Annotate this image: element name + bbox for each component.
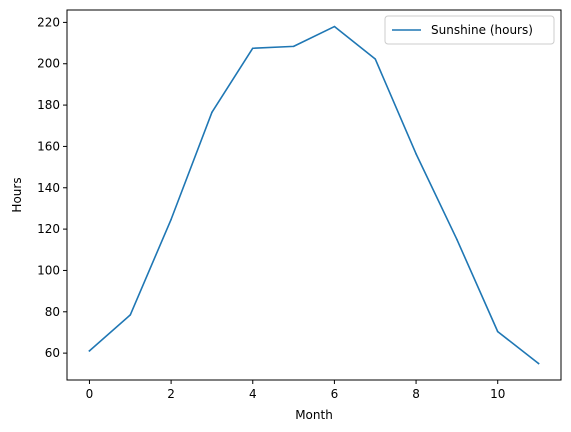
data-point — [211, 111, 213, 114]
data-point — [88, 350, 91, 352]
data-point — [170, 218, 172, 221]
data-point — [496, 330, 499, 333]
data-point — [456, 238, 458, 241]
data-point — [129, 314, 132, 316]
data-point — [537, 362, 540, 365]
data-point — [415, 153, 417, 155]
x-tick-label: 10 — [490, 387, 505, 401]
x-tick-label: 4 — [249, 387, 257, 401]
y-tick-label: 220 — [37, 15, 60, 29]
legend-label: Sunshine (hours) — [431, 23, 533, 37]
y-tick-label: 140 — [37, 181, 60, 195]
data-point — [374, 58, 377, 60]
x-axis-title: Month — [295, 408, 333, 422]
series-layer — [88, 25, 540, 365]
y-tick-label: 120 — [37, 222, 60, 236]
plot-frame — [66, 9, 562, 381]
y-axis-title: Hours — [10, 177, 24, 212]
y-tick-label: 200 — [37, 57, 60, 71]
x-tick-label: 2 — [167, 387, 175, 401]
data-point — [333, 25, 336, 28]
ticks-layer: 0 2 4 6 8 10 60 80 100 120 140 160 180 200 220 — [37, 15, 505, 401]
series-line-sunshine — [88, 25, 540, 365]
y-tick-label: 60 — [45, 346, 60, 360]
x-tick-label: 8 — [412, 387, 420, 401]
y-tick-label: 180 — [37, 98, 60, 112]
y-tick-label: 160 — [37, 139, 60, 153]
y-tick-label: 80 — [45, 305, 60, 319]
x-tick-label: 6 — [331, 387, 339, 401]
legend-box — [384, 15, 555, 45]
data-point — [251, 47, 254, 50]
y-tick-label: 100 — [37, 263, 60, 277]
data-point — [292, 45, 295, 48]
legend: Sunshine (hours) — [384, 15, 555, 45]
x-tick-label: 0 — [86, 387, 94, 401]
